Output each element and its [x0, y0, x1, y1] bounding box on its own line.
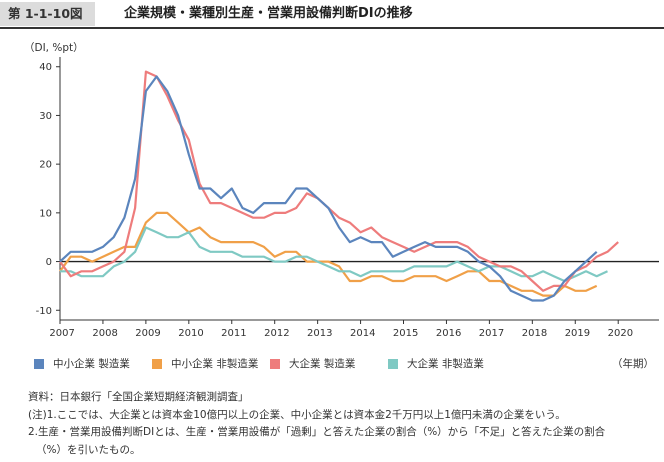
x-tick-label: 2010 [178, 328, 203, 339]
y-tick-label: 40 [39, 62, 52, 73]
legend-item-large-nonmanufacturing: 大企業 非製造業 [388, 356, 484, 371]
series-layer [59, 70, 619, 302]
series-line [59, 75, 598, 302]
x-tick-label: 2018 [522, 328, 547, 339]
y-axis-unit-label: （DI, %pt） [24, 42, 84, 54]
x-tick-label: 2007 [49, 328, 74, 339]
series-line [59, 211, 598, 297]
x-tick-label: 2009 [135, 328, 160, 339]
y-tick-label: -10 [36, 306, 52, 317]
x-tick-label: 2008 [92, 328, 117, 339]
figure-title: 企業規模・業種別生産・営業用設備判断DIの推移 [124, 6, 413, 21]
x-tick-label: 2013 [307, 328, 332, 339]
legend: 中小企業 製造業 中小企業 非製造業 大企業 製造業 大企業 非製造業 [34, 356, 654, 372]
axes-layer [56, 57, 659, 324]
notes: 資料：日本銀行「全国企業短期経済観測調査」 (注)1.ここでは、大企業とは資本金… [28, 389, 658, 459]
series-line [59, 70, 619, 292]
legend-swatch [270, 358, 280, 369]
legend-item-sme-manufacturing: 中小企業 製造業 [34, 356, 130, 371]
y-tick-label: 0 [46, 257, 52, 268]
note-1: (注)1.ここでは、大企業とは資本金10億円以上の企業、中小企業とは資本金2千万… [28, 408, 566, 421]
source-note: 資料：日本銀行「全国企業短期経済観測調査」 [28, 391, 249, 403]
x-tick-label: 2017 [479, 328, 504, 339]
y-tick-label: 30 [39, 111, 52, 122]
x-axis-unit-label: （年期） [612, 358, 654, 370]
x-tick-label: 2019 [565, 328, 590, 339]
legend-label: 大企業 製造業 [289, 358, 356, 370]
x-tick-label: 2012 [264, 328, 289, 339]
legend-swatch [388, 358, 398, 369]
legend-label: 中小企業 製造業 [53, 358, 130, 370]
y-tick-label: 20 [39, 160, 52, 171]
note-3: （%）を引いたもの。 [36, 443, 141, 456]
legend-item-large-manufacturing: 大企業 製造業 [270, 356, 355, 371]
x-tick-label: 2014 [350, 328, 375, 339]
x-tick-label: 2015 [393, 328, 418, 339]
legend-item-sme-nonmanufacturing: 中小企業 非製造業 [152, 356, 258, 371]
figure-number: 第 1-1-10図 [0, 2, 95, 26]
legend-label: 大企業 非製造業 [407, 358, 484, 370]
legend-swatch [34, 358, 44, 369]
header-rule [0, 27, 664, 29]
legend-swatch [152, 358, 162, 369]
figure-header: 第 1-1-10図 企業規模・業種別生産・営業用設備判断DIの推移 [0, 0, 664, 29]
legend-label: 中小企業 非製造業 [171, 358, 259, 370]
x-tick-label: 2020 [608, 328, 633, 339]
x-tick-label: 2016 [436, 328, 461, 339]
note-2: 2.生産・営業用設備判断DIとは、生産・営業用設備が「過剰」と答えた企業の割合（… [28, 426, 606, 438]
x-tick-label: 2011 [221, 328, 246, 339]
y-tick-label: 10 [39, 208, 52, 219]
series-line [60, 226, 608, 283]
